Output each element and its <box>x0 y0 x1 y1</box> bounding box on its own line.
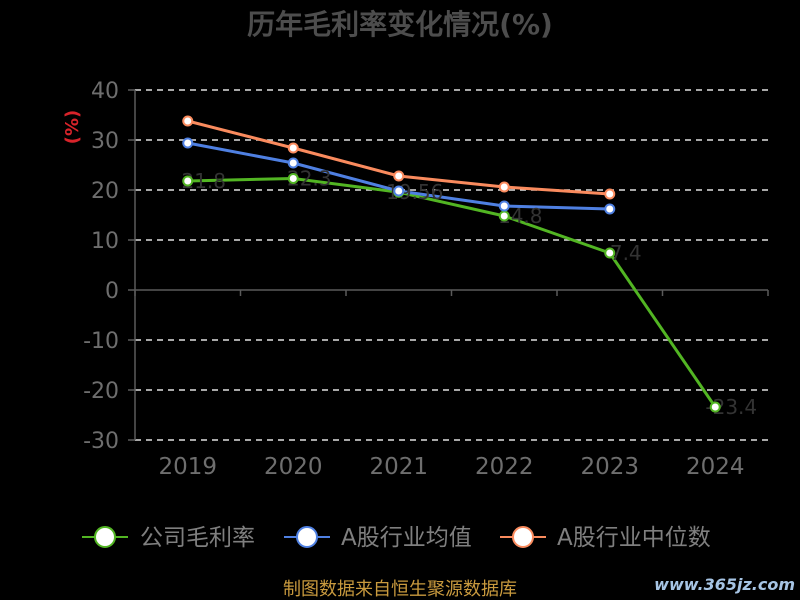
legend-item-industry-mean[interactable]: A股行业均值 <box>284 525 472 551</box>
y-tick-labels: 40 30 20 10 0 -10 -20 -30 <box>83 79 119 454</box>
legend-circle-marker-icon <box>94 526 116 548</box>
data-point <box>287 157 299 169</box>
x-tick-labels: 2019 2020 2021 2022 2023 2024 <box>158 454 744 480</box>
y-tick-label: -30 <box>83 429 119 454</box>
y-tick-label: 0 <box>105 279 119 304</box>
legend-item-industry-median[interactable]: A股行业中位数 <box>500 525 711 551</box>
axes <box>128 89 769 441</box>
watermark-text: www.365jz.com <box>654 575 795 594</box>
x-tick-label: 2022 <box>475 454 534 480</box>
data-point <box>709 401 721 413</box>
data-point <box>604 188 616 200</box>
x-tick-label: 2023 <box>580 454 639 480</box>
legend-label: 公司毛利率 <box>140 525 255 551</box>
data-point <box>287 173 299 184</box>
legend-label: A股行业中位数 <box>557 525 711 551</box>
data-point <box>498 181 510 193</box>
data-point <box>182 175 194 187</box>
data-point <box>182 137 194 149</box>
legend: 公司毛利率 A股行业均值 A股行业中位数 <box>82 525 711 551</box>
y-tick-label: -10 <box>83 329 119 354</box>
x-tick-label: 2024 <box>686 454 745 480</box>
data-source-footer: 制图数据来自恒生聚源数据库 <box>283 579 517 600</box>
data-point <box>604 203 616 215</box>
data-point <box>287 142 299 154</box>
data-point <box>498 200 510 212</box>
data-point <box>182 115 194 127</box>
y-axis-unit-label: (%) <box>62 110 83 145</box>
y-tick-label: 30 <box>91 129 119 154</box>
legend-circle-marker-icon <box>296 526 318 548</box>
legend-item-company-margin[interactable]: 公司毛利率 <box>82 525 255 551</box>
chart-title: 历年毛利率变化情况(%) <box>247 8 553 41</box>
legend-circle-marker-icon <box>512 526 534 548</box>
y-tick-label: -20 <box>83 379 119 404</box>
y-tick-label: 10 <box>91 229 119 254</box>
data-point <box>393 185 405 197</box>
data-point <box>498 210 510 222</box>
y-tick-label: 40 <box>91 79 119 104</box>
data-point <box>604 247 616 259</box>
legend-label: A股行业均值 <box>341 525 472 551</box>
data-point <box>393 170 405 182</box>
data-points <box>182 115 721 413</box>
series-line-0 <box>186 177 717 409</box>
y-tick-label: 20 <box>91 179 119 204</box>
x-tick-label: 2020 <box>264 454 323 480</box>
x-tick-label: 2021 <box>369 454 428 480</box>
x-tick-label: 2019 <box>158 454 217 480</box>
